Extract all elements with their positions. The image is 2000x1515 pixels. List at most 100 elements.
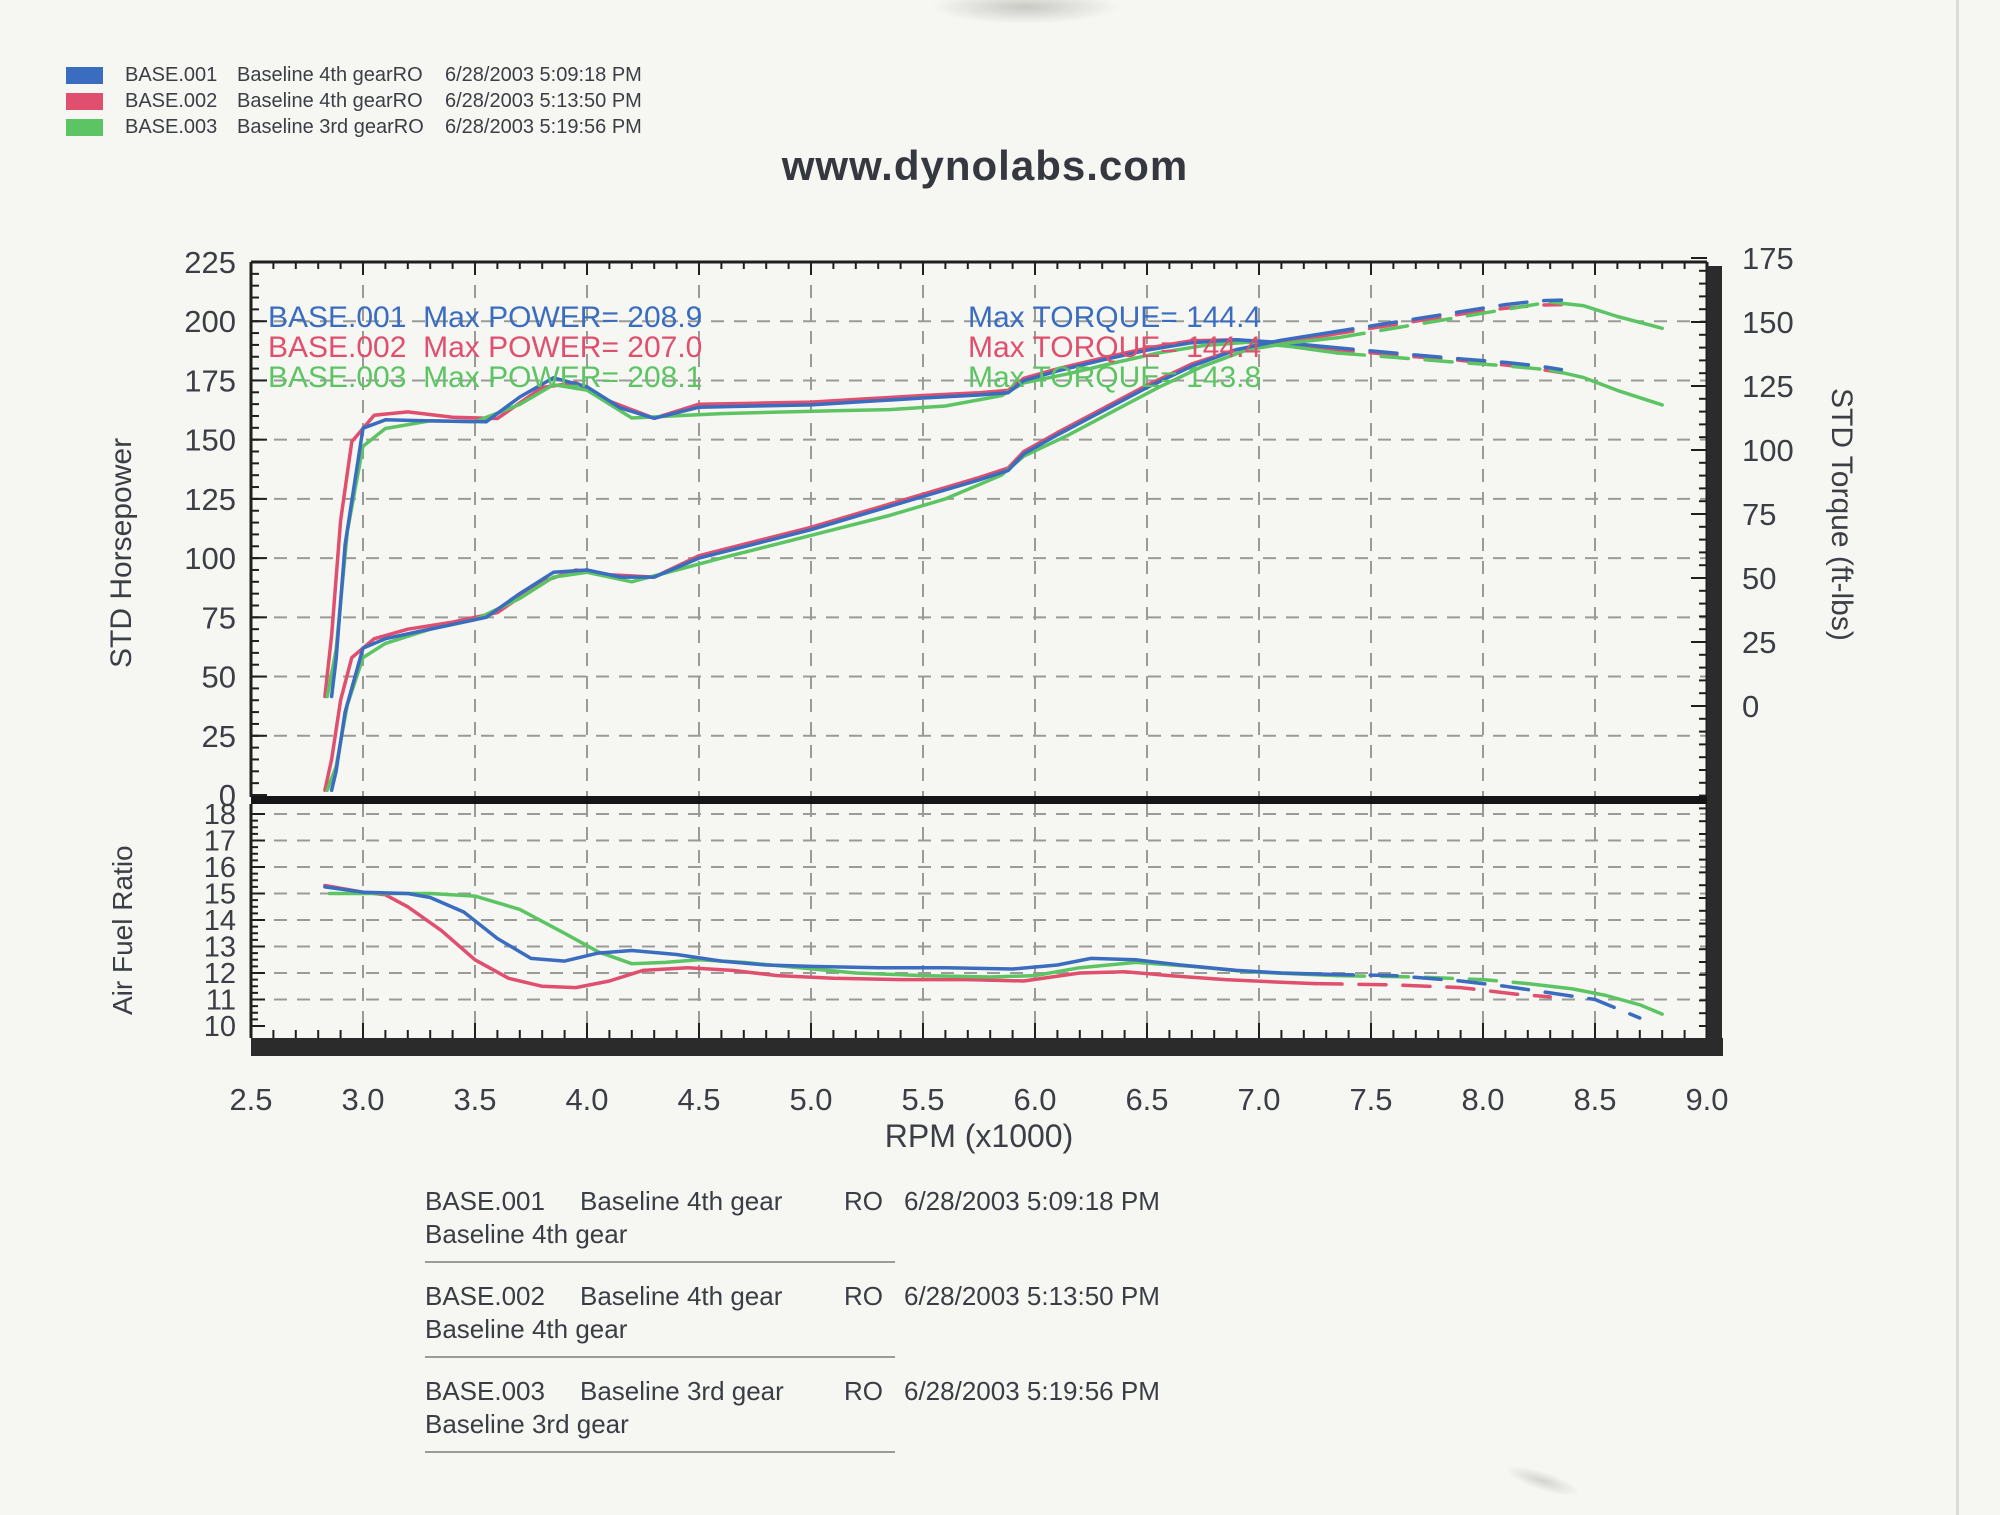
table-run-datetime: 6/28/2003 5:09:18 PM — [904, 1186, 1160, 1216]
tick-labels: 0 25 50 75 100 125 150 175 200 225 0 25 50 75 100 125 15… — [184, 241, 1793, 1117]
max-power-annotation-base001: BASE.001 Max POWER= 208.9 — [268, 301, 703, 334]
chart-separator-bar — [251, 796, 1709, 804]
svg-text:75: 75 — [1742, 497, 1776, 532]
torque-curves — [323, 337, 1664, 699]
page-title: www.dynolabs.com — [781, 142, 1189, 189]
base.003-afr-curves-curve — [1526, 981, 1664, 1016]
legend: BASE.001 Baseline 4th gearRO 6/28/2003 5… — [66, 62, 642, 140]
svg-text:6.0: 6.0 — [1013, 1082, 1056, 1117]
max-power-annotation-base002: BASE.002 Max POWER= 207.0 — [268, 331, 703, 364]
table-run-desc2: Baseline 4th gear — [425, 1314, 628, 1344]
table-row: BASE.001 Baseline 4th gear RO 6/28/2003 5:0… — [425, 1186, 1185, 1263]
svg-text:2.5: 2.5 — [229, 1082, 272, 1117]
svg-text:0: 0 — [219, 778, 236, 813]
legend-run-desc: Baseline 4th gearRO — [237, 90, 423, 112]
table-row: BASE.003 Baseline 3rd gear RO 6/28/2003 5:1… — [425, 1376, 1185, 1453]
base.001-torque-curve — [329, 337, 1328, 699]
color-swatch-base002 — [66, 92, 103, 110]
table-run-desc2: Baseline 3rd gear — [425, 1409, 629, 1439]
svg-text:8.5: 8.5 — [1573, 1082, 1616, 1117]
x-axis-title: RPM (x1000) — [884, 1118, 1074, 1154]
y-right-axis-title: STD Torque (ft-lbs) — [1825, 388, 1858, 641]
svg-text:0: 0 — [1742, 689, 1759, 724]
svg-text:50: 50 — [202, 660, 236, 695]
svg-text:50: 50 — [1742, 561, 1776, 596]
table-run-desc: Baseline 3rd gear — [580, 1376, 784, 1406]
svg-text:225: 225 — [184, 245, 236, 280]
table-run-desc2: Baseline 4th gear — [425, 1219, 628, 1249]
base.002-afr-curves-curve — [1313, 981, 1552, 999]
base.003-power-curve — [1548, 300, 1664, 331]
legend-row: BASE.002 Baseline 4th gearRO 6/28/2003 5… — [66, 88, 642, 114]
svg-text:3.0: 3.0 — [341, 1082, 384, 1117]
legend-run-desc: Baseline 4th gearRO — [237, 64, 423, 86]
legend-row: BASE.001 Baseline 4th gearRO 6/28/2003 5… — [66, 62, 642, 88]
svg-text:7.5: 7.5 — [1349, 1082, 1392, 1117]
svg-text:6.5: 6.5 — [1125, 1082, 1168, 1117]
base.003-afr-curves-curve — [1335, 973, 1530, 986]
power-curves — [323, 298, 1664, 793]
legend-run-id: BASE.002 — [125, 90, 218, 112]
table-separator — [425, 1451, 895, 1453]
table-run-datetime: 6/28/2003 5:19:56 PM — [904, 1376, 1160, 1406]
base.002-afr-curves-curve — [323, 883, 1317, 990]
table-separator — [425, 1261, 895, 1263]
svg-text:13: 13 — [204, 932, 236, 964]
base.001-power-curve — [1324, 298, 1564, 335]
table-run-desc: Baseline 4th gear — [580, 1281, 783, 1311]
svg-text:125: 125 — [184, 482, 236, 517]
legend-row: BASE.003 Baseline 3rd gearRO 6/28/2003 5… — [66, 114, 642, 140]
base.003-torque-curve — [1548, 368, 1664, 407]
svg-text:75: 75 — [202, 600, 236, 635]
svg-text:17: 17 — [204, 826, 236, 858]
table-run-desc: Baseline 4th gear — [580, 1186, 783, 1216]
table-run-ro: RO — [844, 1376, 883, 1406]
svg-text:100: 100 — [1742, 433, 1794, 468]
scan-artifact-edge-line — [1956, 0, 1959, 1515]
svg-text:25: 25 — [1742, 625, 1776, 660]
base.001-afr-curves-curve — [323, 885, 1328, 977]
afr-axis-title: Air Fuel Ratio — [107, 845, 138, 1015]
legend-run-desc: Baseline 3rd gearRO — [237, 116, 424, 138]
svg-text:100: 100 — [184, 541, 236, 576]
legend-run-datetime: 6/28/2003 5:13:50 PM — [445, 90, 642, 112]
svg-text:14: 14 — [204, 905, 236, 937]
svg-text:15: 15 — [204, 879, 236, 911]
y-left-axis-title: STD Horsepower — [105, 437, 138, 668]
base.003-torque-curve — [325, 340, 1340, 699]
table-run-id: BASE.002 — [425, 1281, 545, 1311]
svg-text:8.0: 8.0 — [1461, 1082, 1504, 1117]
color-swatch-base001 — [66, 66, 103, 84]
svg-text:175: 175 — [184, 363, 236, 398]
table-run-id: BASE.001 — [425, 1186, 545, 1216]
table-run-id: BASE.003 — [425, 1376, 545, 1406]
svg-text:12: 12 — [204, 958, 236, 990]
svg-text:25: 25 — [202, 719, 236, 754]
max-torque-annotation-base002: Max TORQUE= 144.4 — [968, 331, 1262, 364]
table-run-datetime: 6/28/2003 5:13:50 PM — [904, 1281, 1160, 1311]
max-torque-annotation-base001: Max TORQUE= 144.4 — [968, 301, 1262, 334]
legend-run-id: BASE.003 — [125, 116, 218, 138]
base.003-power-curve — [325, 336, 1340, 793]
legend-run-datetime: 6/28/2003 5:19:56 PM — [445, 116, 642, 138]
legend-run-id: BASE.001 — [125, 64, 218, 86]
table-run-ro: RO — [844, 1281, 883, 1311]
base.002-power-curve — [323, 333, 1328, 793]
svg-text:4.0: 4.0 — [565, 1082, 608, 1117]
right-shadow-bar — [1707, 266, 1722, 1052]
svg-text:9.0: 9.0 — [1685, 1082, 1728, 1117]
svg-text:200: 200 — [184, 304, 236, 339]
svg-text:150: 150 — [1742, 305, 1794, 340]
svg-text:5.0: 5.0 — [789, 1082, 832, 1117]
table-row: BASE.002 Baseline 4th gear RO 6/28/2003 5:1… — [425, 1281, 1185, 1358]
base.002-torque-curve — [323, 337, 1328, 699]
svg-text:3.5: 3.5 — [453, 1082, 496, 1117]
svg-text:150: 150 — [184, 423, 236, 458]
max-power-annotation-base003: BASE.003 Max POWER= 208.1 — [268, 361, 703, 394]
base.001-power-curve — [329, 331, 1328, 793]
base.001-torque-curve — [1324, 345, 1564, 372]
svg-text:175: 175 — [1742, 241, 1794, 276]
base.001-afr-curves-curve — [1324, 972, 1642, 1020]
svg-text:16: 16 — [204, 852, 236, 884]
